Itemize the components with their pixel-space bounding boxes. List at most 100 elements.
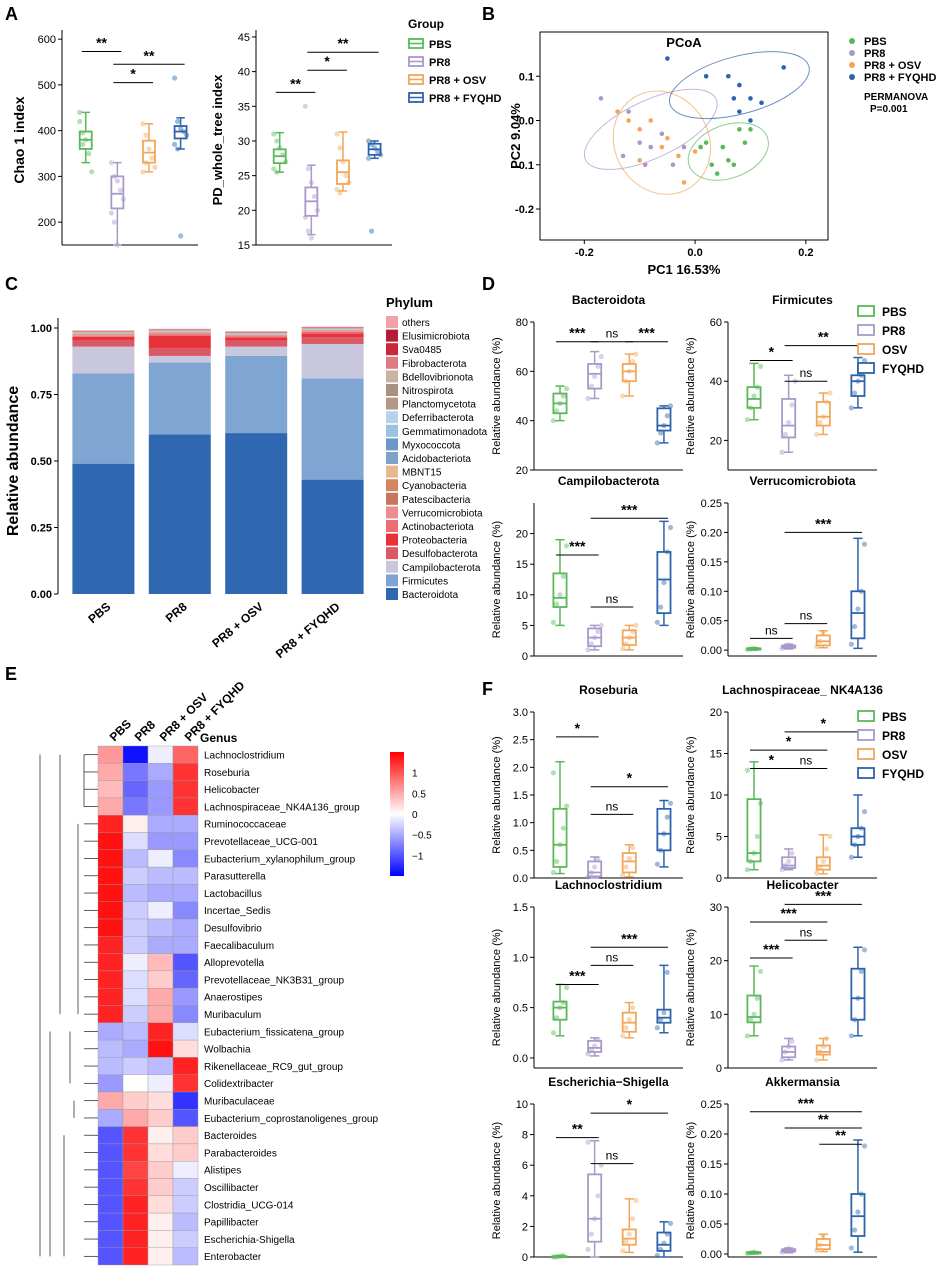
pcoa-point-0: [737, 127, 742, 132]
heatmap-cell: [172, 1230, 199, 1248]
heatmap-cell: [97, 970, 124, 989]
stack-segment-firmicutes: [148, 362, 211, 435]
genus-box-plot-5-point: [751, 1249, 757, 1255]
heatmap-cell: [147, 1074, 174, 1093]
genus-box-plot-5-sig-label: ***: [798, 1095, 815, 1111]
heatmap-cell: [97, 849, 124, 868]
phylum-legend-key: [386, 316, 398, 328]
heatmap-row-label: Alistipes: [204, 1166, 241, 1177]
genus-box-plot-1-point: [820, 858, 826, 865]
heatmap-cell: [122, 988, 149, 1006]
genus-box-plot-2-point: [620, 1033, 626, 1039]
genus-box-plot-0-point: [563, 803, 570, 809]
genus-box-plot-4-point: [560, 1252, 566, 1259]
chao1-plot-ytick-label: 500: [38, 80, 56, 92]
chao1-plot-ytick-label: 300: [38, 171, 56, 183]
phylum-box-plot-2-point: [554, 601, 560, 607]
heatmap-cell: [172, 953, 199, 972]
heatmap-cell: [97, 1109, 124, 1127]
genus-box-plot-3-point: [789, 1038, 795, 1044]
chao1-plot-point: [77, 109, 83, 115]
phylum-box-plot-3-box-0: [744, 645, 762, 653]
heatmap-cell: [122, 763, 149, 781]
genus-box-plot-5-ytick-label: 0.05: [701, 1219, 722, 1231]
pcoa-point-1: [670, 162, 676, 168]
chao1-ylabel: Chao 1 index: [11, 96, 27, 183]
genus-box-title-2: Lachnoclostridium: [555, 878, 662, 892]
phylum-box-plot-2-point: [592, 635, 598, 641]
phylum-box-plot-0-box-3: [654, 403, 674, 446]
heatmap-row-label: Muribaculaceae: [204, 1096, 275, 1107]
genus-box-ylabel-3: Relative abundance (%): [685, 929, 697, 1046]
genus-box-plot-5-box-3: [848, 1139, 868, 1253]
chao1-plot-point: [111, 173, 117, 179]
phylum-legend-label: MBNT15: [402, 468, 442, 479]
phylum-box-legend-key-2: [857, 343, 875, 355]
genus-box-plot-5-point: [814, 1247, 820, 1253]
heatmap-cell: [122, 745, 149, 764]
genus-box-plot-5-point: [786, 1246, 792, 1252]
pcoa-point-2: [615, 109, 620, 114]
pd-plot-sig-label: **: [338, 35, 349, 51]
genus-box-plot-1-point: [748, 858, 754, 865]
phylum-box-plot-0-box-2: [620, 351, 639, 399]
heatmap-cell: [97, 1195, 124, 1214]
chao1-plot-sig-label: *: [130, 66, 136, 82]
stack-segment-desulfobacterota: [72, 339, 135, 347]
genus-box-plot-0-ytick-label: 1.0: [513, 818, 528, 830]
genus-box-plot-4-point: [654, 1252, 660, 1259]
genus-box-plot-1-point: [814, 870, 820, 876]
pd-plot-sig-label: **: [290, 75, 301, 91]
phylum-box-plot-2-point: [658, 604, 664, 610]
genus-box-plot-5-point: [858, 1191, 864, 1197]
phylum-box-plot-1-point: [757, 363, 764, 369]
genus-box-plot-5-point: [779, 1249, 785, 1255]
chao1-plot-box-2: [140, 121, 158, 175]
genus-box-plot-1-point: [861, 809, 868, 815]
pd-plot-point: [365, 155, 372, 161]
genus-box-plot-2-point: [623, 1025, 629, 1031]
genus-box-plot-2-ytick-label: 1.0: [513, 952, 528, 964]
pd-plot-point: [305, 228, 311, 234]
pd-plot-point: [334, 131, 340, 137]
panel-letter-F: F: [482, 679, 493, 699]
pcoa-point-3: [726, 73, 731, 79]
stack-category-label: PR8 + FYQHD: [273, 599, 343, 661]
phylum-box-plot-0-point: [554, 408, 560, 414]
heatmap-row-label: Rikenellaceae_RC9_gut_group: [204, 1062, 343, 1073]
phylum-box-plot-1-point: [820, 414, 826, 420]
genus-box-plot-4-box-3: [654, 1220, 674, 1259]
genus-box-plot-2-iqr-box: [656, 1008, 672, 1024]
phylum-box-ylabel-3: Relative abundance (%): [685, 521, 697, 638]
heatmap-cell: [97, 953, 124, 972]
heatmap-cell: [147, 988, 174, 1006]
chao1-plot-box-1: [108, 160, 126, 248]
heatmap-cell: [122, 884, 149, 902]
genus-box-plot-2-ytick-label: 0.5: [513, 1003, 528, 1015]
genus-box-plot-4-point: [661, 1240, 667, 1246]
genus-box-plot-3-sig-label: ***: [763, 941, 780, 957]
heatmap-cell: [122, 832, 149, 850]
phylum-box-plot-3-box-3: [848, 537, 868, 650]
phylum-box-plot-3-point: [852, 623, 858, 630]
phylum-box-plot-1-ytick-label: 40: [710, 376, 722, 388]
phylum-box-plot-2-sig-label: ***: [569, 538, 586, 554]
chao1-plot-point: [89, 169, 95, 175]
heatmap-cell: [97, 763, 124, 781]
heatmap-cell: [147, 1039, 174, 1058]
genus-box-plot-2-box-1: [585, 1037, 603, 1057]
genus-box-plot-4-point: [629, 1216, 636, 1222]
heatmap-cell: [147, 1005, 174, 1023]
genus-box-plot-1-ytick-label: 0: [716, 873, 722, 885]
phylum-legend-key: [386, 424, 398, 437]
phylum-box-plot-2-ytick-label: 5: [522, 620, 528, 632]
stack-segment-others: [225, 331, 288, 332]
pcoa-point-0: [714, 171, 720, 176]
genus-box-plot-4-sig-label: ns: [606, 1149, 619, 1163]
stack-ytick-label: 0.00: [31, 589, 52, 601]
heatmap-row-label: Parasutterella: [204, 872, 266, 883]
chao1-plot-point: [140, 121, 146, 127]
genus-box-plot-2-point: [563, 984, 570, 991]
group-legend-label-3: PR8 + FYQHD: [429, 93, 501, 105]
genus-box-plot-1-point: [744, 867, 751, 873]
